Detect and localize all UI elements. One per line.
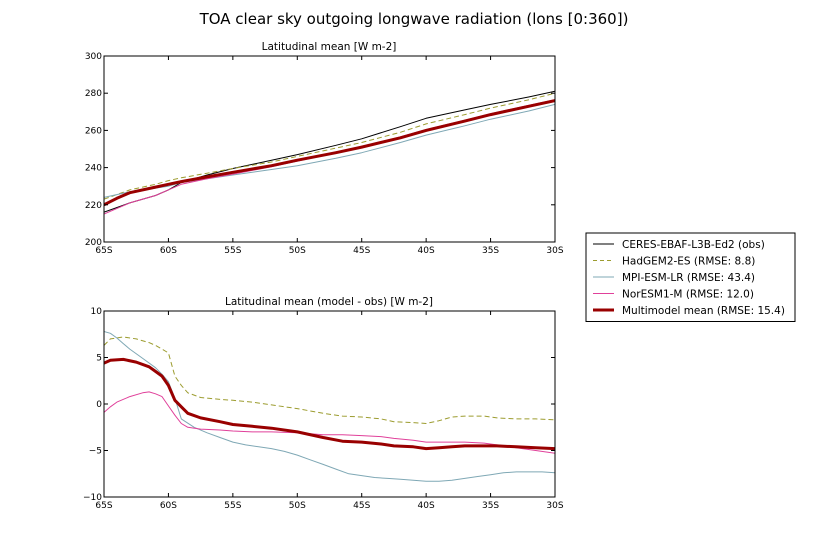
- bottom-series-line-3: [104, 357, 555, 451]
- legend-label: HadGEM2-ES (RMSE: 8.8): [622, 256, 755, 268]
- top-plot-frame: [103, 55, 556, 243]
- bottom-x-tick-label: 60S: [160, 501, 177, 511]
- bottom-y-tick-label: 5: [96, 354, 102, 364]
- legend-label: CERES-EBAF-L3B-Ed2 (obs): [622, 239, 765, 251]
- legend-label: MPI-ESM-LR (RMSE: 43.4): [622, 272, 755, 284]
- top-x-tick-label: 35S: [482, 246, 499, 256]
- top-y-tick-label: 280: [85, 89, 102, 99]
- top-x-tick-label: 65S: [95, 246, 112, 256]
- bottom-panel-title: Latitudinal mean (model - obs) [W m-2]: [225, 296, 433, 308]
- bottom-y-tick-label: −10: [83, 493, 102, 503]
- bottom-x-tick-label: 35S: [482, 501, 499, 511]
- bottom-y-tick-label: 0: [96, 400, 102, 410]
- bottom-series-line-2: [104, 391, 555, 454]
- bottom-y-tick-label: −5: [89, 447, 102, 457]
- bottom-series-group: [104, 331, 555, 482]
- bottom-x-tick-label: 50S: [289, 501, 306, 511]
- bottom-panel: Latitudinal mean (model - obs) [W m-2] 6…: [83, 296, 564, 511]
- top-y-tick-label: 200: [85, 238, 102, 248]
- bottom-series-line-1: [104, 331, 555, 482]
- top-y-tick-label: 300: [85, 52, 102, 62]
- top-x-tick-label: 30S: [546, 246, 563, 256]
- top-series-line-2: [104, 103, 555, 198]
- bottom-series-line-0: [104, 336, 555, 424]
- top-x-tick-label: 45S: [353, 246, 370, 256]
- top-panel-title: Latitudinal mean [W m-2]: [262, 41, 397, 53]
- top-series-line-1: [104, 92, 555, 200]
- top-x-tick-label: 40S: [418, 246, 435, 256]
- legend-label: NorESM1-M (RMSE: 12.0): [622, 289, 754, 301]
- top-series-line-0: [104, 90, 555, 213]
- figure-title: TOA clear sky outgoing longwave radiatio…: [199, 10, 629, 28]
- bottom-x-tick-label: 65S: [95, 501, 112, 511]
- top-x-tick-label: 55S: [224, 246, 241, 256]
- bottom-y-tick-label: 10: [91, 307, 103, 317]
- bottom-plot-frame: [103, 310, 556, 498]
- top-panel: Latitudinal mean [W m-2] 65S 60S 55S 50S 45S…: [85, 41, 564, 256]
- bottom-x-tick-label: 30S: [546, 501, 563, 511]
- bottom-x-tick-label: 40S: [418, 501, 435, 511]
- top-y-tick-label: 220: [85, 201, 102, 211]
- legend: CERES-EBAF-L3B-Ed2 (obs) HadGEM2-ES (RMSE…: [585, 232, 796, 322]
- top-series-group: [104, 90, 555, 215]
- bottom-x-tick-label: 45S: [353, 501, 370, 511]
- top-y-tick-label: 260: [85, 126, 102, 136]
- bottom-x-tick-label: 55S: [224, 501, 241, 511]
- top-x-tick-label: 50S: [289, 246, 306, 256]
- legend-label: Multimodel mean (RMSE: 15.4): [622, 305, 785, 317]
- top-x-tick-label: 60S: [160, 246, 177, 256]
- top-y-tick-label: 240: [85, 164, 102, 174]
- legend-frame: [585, 232, 796, 322]
- top-series-line-4: [104, 99, 555, 207]
